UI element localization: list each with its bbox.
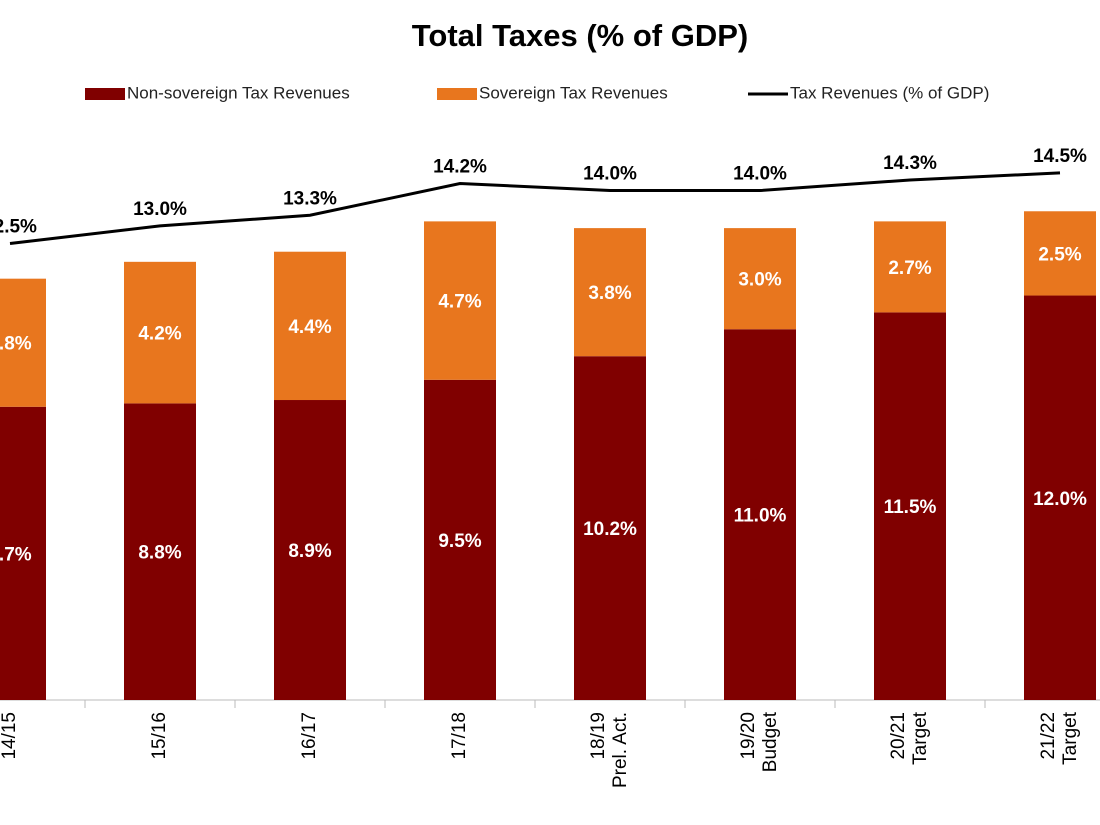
bar-value-label: 2.7% [888,258,931,279]
bar [724,228,796,330]
bar-value-label: 8.7% [0,544,32,565]
bar-value-label: 12.0% [1033,489,1087,510]
line-value-label: 12.5% [0,217,37,238]
bar [424,379,496,700]
bar [124,261,196,404]
bar-value-label: 8.8% [138,543,181,564]
bar [274,251,346,401]
bar-value-label: 10.2% [583,519,637,540]
bar-value-label: 2.5% [1038,244,1081,265]
bar-value-label: 8.9% [288,541,331,562]
legend-swatch [85,88,125,100]
bar-value-label: 11.0% [734,506,787,527]
line-value-label: 14.0% [583,164,637,185]
bar [424,221,496,380]
bar-value-label: 4.2% [138,324,181,345]
line-value-label: 14.3% [883,153,937,174]
bar [874,221,946,313]
legend-label: Sovereign Tax Revenues [479,83,668,102]
bar-value-label: 9.5% [438,531,481,552]
bar [574,228,646,357]
bar-value-label: 3.8% [0,334,32,355]
legend-swatch [437,88,477,100]
line-value-label: 14.0% [733,164,787,185]
x-tick-label: 17/18 [449,712,470,760]
bar [274,400,346,700]
bar-value-label: 3.8% [588,283,631,304]
x-tick-label: 14/15 [0,712,20,760]
x-tick-label: 16/17 [299,712,320,760]
x-tick-label: 21/22Target [1038,711,1081,765]
x-tick-label: 20/21Target [888,711,931,765]
bar-value-label: 4.7% [438,292,481,313]
bar [1024,211,1096,296]
legend-label: Tax Revenues (% of GDP) [790,83,989,102]
line-value-label: 14.2% [433,157,487,178]
bar-value-label: 11.5% [884,497,937,518]
bar [874,312,946,700]
line-value-label: 13.0% [133,199,187,220]
bar [124,403,196,700]
chart-title: Total Taxes (% of GDP) [412,18,748,53]
x-tick-label: 15/16 [149,712,170,760]
x-tick-label: 19/20Budget [738,711,781,772]
line-value-label: 14.5% [1033,146,1087,167]
bar [0,406,46,700]
bar-value-label: 4.4% [288,317,331,338]
x-tick-label: 18/19Prel. Act. [588,712,631,788]
line [9,171,1061,246]
bar [0,278,46,407]
legend-label: Non-sovereign Tax Revenues [127,83,350,102]
bar [1024,295,1096,700]
line-value-label: 13.3% [283,188,337,209]
bar-value-label: 3.0% [738,270,781,291]
bar [724,329,796,700]
bar [574,356,646,700]
